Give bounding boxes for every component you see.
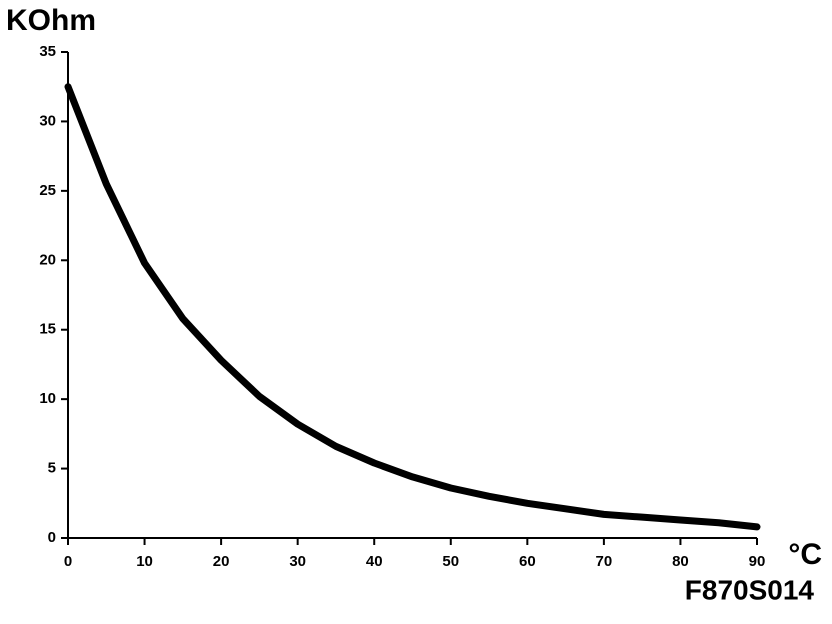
x-tick-label: 90 — [749, 553, 766, 570]
y-tick-label: 15 — [39, 321, 56, 338]
y-tick-label: 5 — [48, 460, 56, 477]
x-tick-label: 80 — [672, 553, 689, 570]
x-tick-label: 10 — [136, 553, 153, 570]
y-tick-label: 35 — [39, 43, 56, 60]
figure-code: F870S014 — [685, 574, 815, 605]
y-tick-label: 25 — [39, 182, 56, 199]
y-tick-label: 20 — [39, 251, 56, 268]
y-axis-label: KOhm — [6, 4, 96, 37]
x-tick-label: 0 — [64, 553, 72, 570]
y-tick-label: 0 — [48, 529, 56, 546]
x-axis-label: °C — [788, 538, 822, 571]
x-tick-label: 60 — [519, 553, 536, 570]
x-tick-label: 50 — [442, 553, 459, 570]
x-tick-label: 20 — [213, 553, 230, 570]
y-tick-label: 30 — [39, 112, 56, 129]
curve — [64, 83, 761, 531]
y-tick-label: 10 — [39, 390, 56, 407]
x-tick-label: 70 — [596, 553, 613, 570]
x-tick-label: 40 — [366, 553, 383, 570]
x-tick-label: 30 — [289, 553, 306, 570]
